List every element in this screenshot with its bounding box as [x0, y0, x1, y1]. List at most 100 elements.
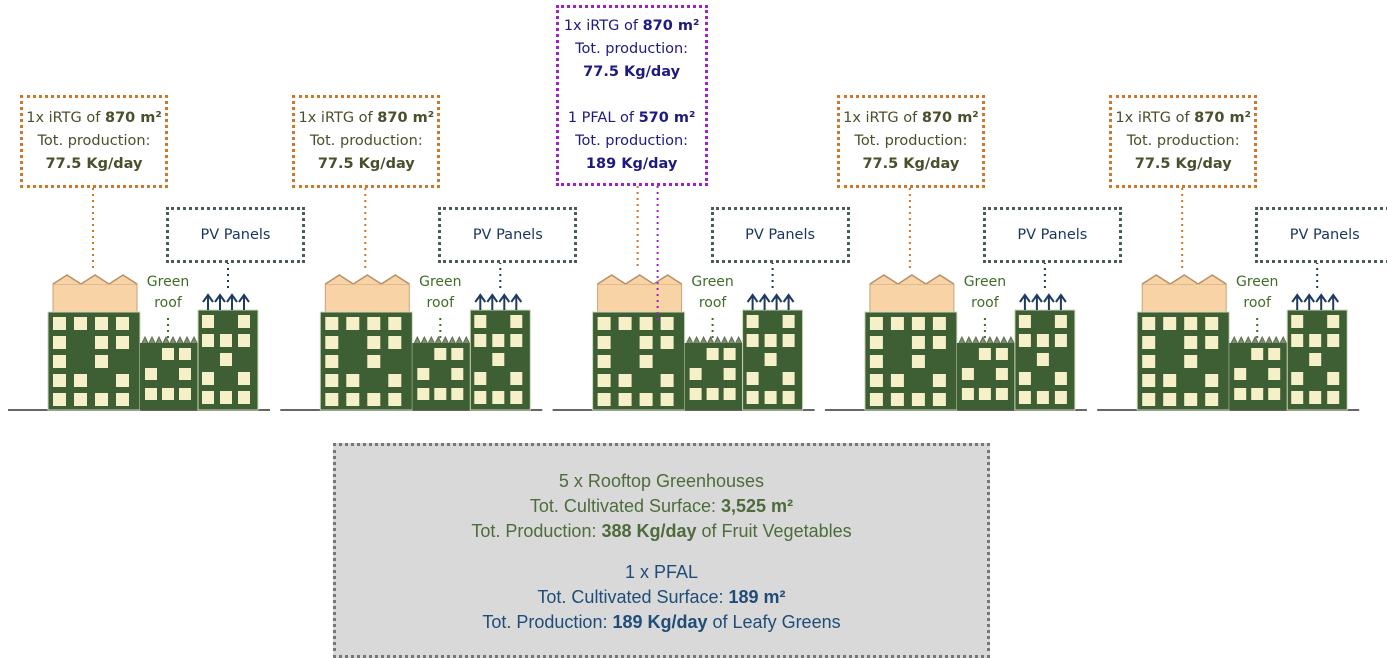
window [1234, 368, 1247, 380]
irtg-box: 1x iRTG of 870 m² Tot. production: 77.5 Kg… [20, 95, 168, 188]
info-line: Tot. production: [309, 133, 423, 149]
green-roof-plant [993, 335, 1001, 344]
window [417, 368, 430, 380]
summary-label: Tot. Cultivated Surface: [537, 587, 729, 607]
green-roof-plant [1251, 335, 1259, 344]
green-roof-plant [700, 335, 708, 344]
window [1205, 317, 1219, 330]
window [116, 393, 129, 406]
greenhouse-roof [1169, 274, 1199, 285]
window [367, 393, 381, 406]
window [1018, 391, 1031, 404]
window [932, 393, 946, 406]
window [162, 348, 174, 360]
green-roof-label: Green roof [146, 274, 190, 311]
window [1142, 317, 1156, 330]
window [689, 368, 702, 380]
window [116, 336, 129, 349]
window [911, 336, 925, 349]
window [116, 374, 129, 387]
info-line: 1x iRTG of 870 m² [295, 107, 437, 130]
window [1291, 372, 1304, 385]
window [911, 393, 925, 406]
window [961, 388, 974, 400]
info-prefix: 1x iRTG of [843, 110, 922, 126]
window [746, 334, 759, 347]
info-production: 189 Kg/day [585, 156, 678, 172]
window [869, 336, 883, 349]
green-roof-plant [693, 335, 701, 344]
window [639, 336, 653, 349]
window [74, 374, 87, 387]
window [995, 348, 1008, 360]
info-line: Tot. production: [575, 133, 689, 149]
info-line: Tot. production: [854, 133, 968, 149]
window [510, 391, 523, 404]
window [1205, 374, 1219, 387]
window [1142, 393, 1156, 406]
green-roof-plant [441, 335, 449, 344]
window [706, 388, 719, 400]
greenhouse [52, 283, 138, 313]
green-roof-plant [148, 335, 156, 344]
summary-value: 388 Kg/day [601, 521, 697, 541]
window [325, 393, 339, 406]
window [145, 388, 157, 400]
greenhouse-roof [80, 274, 110, 285]
window [1184, 393, 1198, 406]
green-roof-plant [1000, 335, 1008, 344]
window [869, 355, 883, 368]
info-production: 77.5 Kg/day [317, 156, 415, 172]
green-roof-plant [686, 335, 694, 344]
window [1205, 336, 1219, 349]
window [932, 374, 946, 387]
green-roof-plant [1258, 335, 1266, 344]
window [869, 374, 883, 387]
window [95, 355, 108, 368]
summary-title: 1 x PFAL [624, 562, 699, 582]
window [689, 388, 702, 400]
green-roof-plant [1237, 335, 1245, 344]
info-area: 870 m² [1194, 110, 1251, 126]
window [179, 368, 191, 380]
window [388, 393, 402, 406]
greenhouse [597, 283, 683, 313]
window [961, 368, 974, 380]
window [639, 393, 653, 406]
window [202, 315, 214, 328]
window [1309, 334, 1322, 347]
window [1327, 315, 1340, 328]
green-roof-plant [1279, 335, 1287, 344]
window [202, 391, 214, 404]
summary-label: of Fruit Vegetables [696, 521, 852, 541]
green-roof-plant [735, 335, 743, 344]
window [660, 393, 674, 406]
summary-value: 3,525 m² [721, 496, 794, 516]
summary-line: Tot. Production: 388 Kg/day of Fruit Veg… [336, 519, 987, 544]
window [325, 355, 339, 368]
window [53, 317, 66, 330]
window [510, 334, 523, 347]
green-roof-plant [448, 335, 456, 344]
pv-box: PV Panels [982, 207, 1122, 263]
spacer [559, 84, 705, 107]
window [145, 368, 157, 380]
green-roof-plant [707, 335, 715, 344]
window [1142, 374, 1156, 387]
pv-panel [486, 293, 499, 310]
window [95, 317, 108, 330]
green-roof-plant [413, 335, 421, 344]
window [202, 334, 214, 347]
pv-box: PV Panels [710, 207, 850, 263]
window [367, 355, 381, 368]
info-line: 1x iRTG of 870 m² [23, 107, 165, 130]
window [764, 391, 777, 404]
window [660, 336, 674, 349]
window [1163, 374, 1177, 387]
summary-box: 5 x Rooftop Greenhouses Tot. Cultivated S… [333, 443, 990, 658]
window [492, 391, 505, 404]
window [53, 393, 66, 406]
window [746, 391, 759, 404]
window [1184, 317, 1198, 330]
window [723, 348, 736, 360]
